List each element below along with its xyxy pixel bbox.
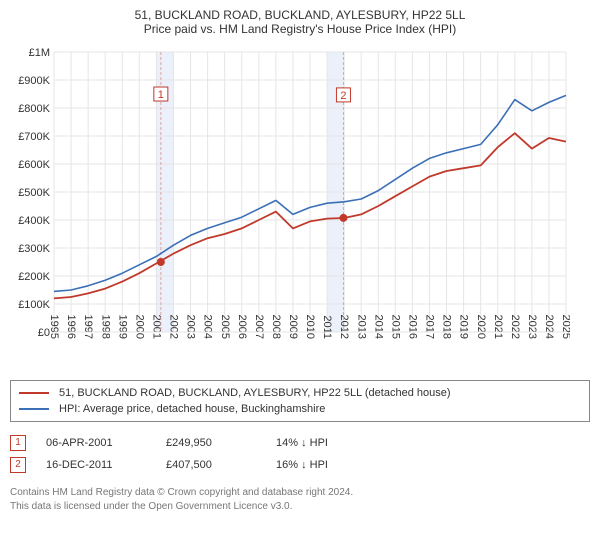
- chart-svg: 1995199619971998199920002001200220032004…: [10, 42, 570, 372]
- svg-text:£500K: £500K: [18, 187, 50, 199]
- svg-text:1999: 1999: [116, 315, 128, 339]
- svg-text:2000: 2000: [133, 315, 145, 339]
- svg-text:2024: 2024: [543, 315, 555, 339]
- svg-text:£300K: £300K: [18, 243, 50, 255]
- svg-text:£0: £0: [38, 327, 50, 339]
- svg-text:2017: 2017: [424, 315, 436, 339]
- svg-text:1997: 1997: [82, 315, 94, 339]
- transaction-row: 1 06-APR-2001£249,95014% ↓ HPI: [10, 432, 590, 454]
- svg-text:2023: 2023: [526, 315, 538, 339]
- title-line-2: Price paid vs. HM Land Registry's House …: [10, 22, 590, 36]
- svg-text:2006: 2006: [236, 315, 248, 339]
- legend-label: 51, BUCKLAND ROAD, BUCKLAND, AYLESBURY, …: [59, 387, 451, 399]
- footer-attribution: Contains HM Land Registry data © Crown c…: [10, 486, 590, 513]
- transaction-price: £249,950: [166, 437, 276, 449]
- svg-text:2022: 2022: [509, 315, 521, 339]
- transaction-date: 16-DEC-2011: [46, 459, 166, 471]
- svg-text:2008: 2008: [270, 315, 282, 339]
- svg-text:2: 2: [340, 90, 346, 102]
- svg-text:2019: 2019: [458, 315, 470, 339]
- svg-text:2007: 2007: [253, 315, 265, 339]
- svg-text:£800K: £800K: [18, 103, 50, 115]
- transaction-price: £407,500: [166, 459, 276, 471]
- svg-text:2020: 2020: [475, 315, 487, 339]
- footer-line-2: This data is licensed under the Open Gov…: [10, 500, 590, 514]
- legend: 51, BUCKLAND ROAD, BUCKLAND, AYLESBURY, …: [10, 380, 590, 422]
- svg-text:£100K: £100K: [18, 299, 50, 311]
- svg-text:2002: 2002: [168, 315, 180, 339]
- svg-text:£600K: £600K: [18, 159, 50, 171]
- svg-text:2021: 2021: [492, 315, 504, 339]
- svg-text:1996: 1996: [65, 315, 77, 339]
- svg-text:2009: 2009: [287, 315, 299, 339]
- svg-text:£1M: £1M: [29, 47, 50, 59]
- svg-text:1998: 1998: [99, 315, 111, 339]
- svg-text:2025: 2025: [560, 315, 570, 339]
- svg-text:2005: 2005: [219, 315, 231, 339]
- svg-text:£900K: £900K: [18, 75, 50, 87]
- chart-title: 51, BUCKLAND ROAD, BUCKLAND, AYLESBURY, …: [10, 8, 590, 36]
- svg-text:2004: 2004: [202, 315, 214, 339]
- transaction-diff: 14% ↓ HPI: [276, 437, 366, 449]
- transactions-table: 1 06-APR-2001£249,95014% ↓ HPI 2 16-DEC-201…: [10, 432, 590, 476]
- svg-text:2013: 2013: [355, 315, 367, 339]
- svg-text:2018: 2018: [441, 315, 453, 339]
- svg-text:2016: 2016: [406, 315, 418, 339]
- price-chart: 1995199619971998199920002001200220032004…: [10, 42, 590, 372]
- legend-item: HPI: Average price, detached house, Buck…: [19, 401, 581, 417]
- legend-item: 51, BUCKLAND ROAD, BUCKLAND, AYLESBURY, …: [19, 385, 581, 401]
- legend-label: HPI: Average price, detached house, Buck…: [59, 403, 325, 415]
- transaction-date: 06-APR-2001: [46, 437, 166, 449]
- svg-text:2015: 2015: [389, 315, 401, 339]
- transaction-badge: 2: [10, 457, 26, 473]
- transaction-row: 2 16-DEC-2011£407,50016% ↓ HPI: [10, 454, 590, 476]
- svg-text:2010: 2010: [304, 315, 316, 339]
- title-line-1: 51, BUCKLAND ROAD, BUCKLAND, AYLESBURY, …: [10, 8, 590, 22]
- footer-line-1: Contains HM Land Registry data © Crown c…: [10, 486, 590, 500]
- svg-text:£200K: £200K: [18, 271, 50, 283]
- legend-swatch: [19, 392, 49, 394]
- svg-text:2003: 2003: [185, 315, 197, 339]
- transaction-diff: 16% ↓ HPI: [276, 459, 366, 471]
- svg-text:2011: 2011: [321, 315, 333, 339]
- transaction-badge: 1: [10, 435, 26, 451]
- svg-text:2014: 2014: [372, 315, 384, 339]
- svg-text:2012: 2012: [338, 315, 350, 339]
- svg-text:£400K: £400K: [18, 215, 50, 227]
- legend-swatch: [19, 408, 49, 410]
- svg-text:1: 1: [158, 89, 164, 101]
- svg-text:£700K: £700K: [18, 131, 50, 143]
